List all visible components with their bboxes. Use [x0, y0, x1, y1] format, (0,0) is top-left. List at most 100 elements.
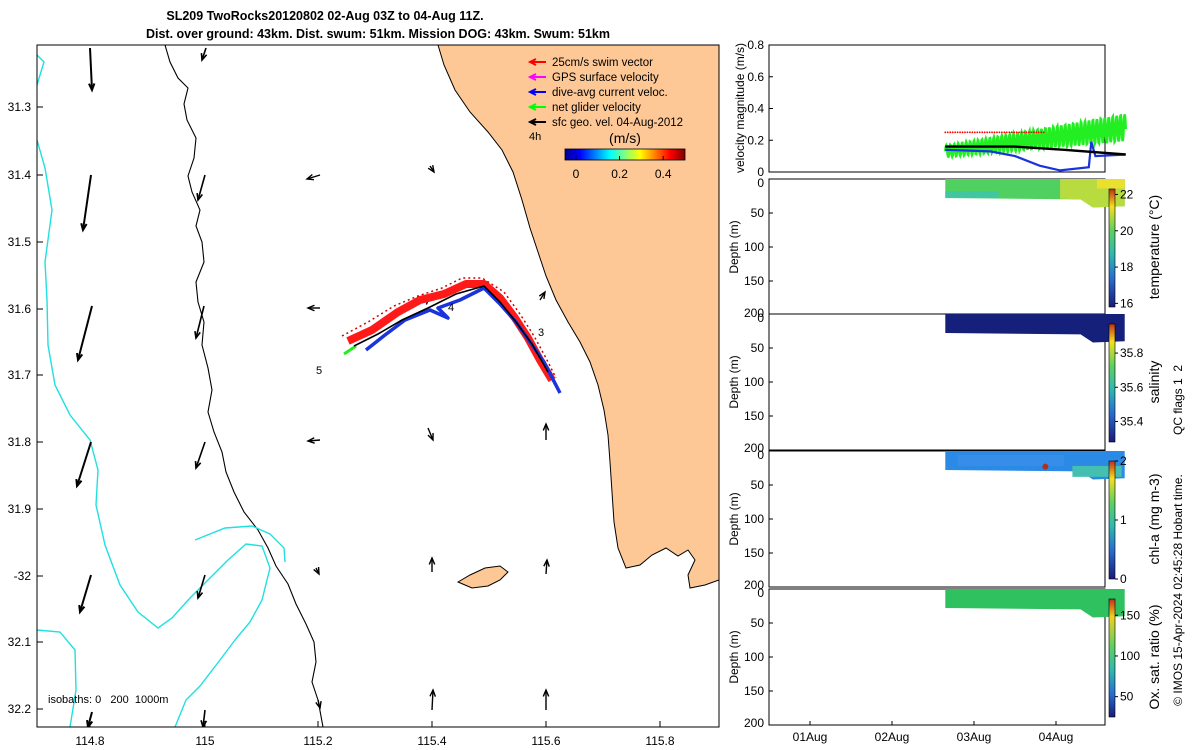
gps-point — [1015, 131, 1018, 134]
depth-tick-label: 150 — [744, 684, 764, 698]
geo-velocity-arrow — [194, 441, 206, 470]
cb-tick-label: 0 — [1120, 572, 1127, 586]
lon-tick-label: 115.4 — [417, 734, 446, 748]
depth-tick-label: 50 — [751, 478, 765, 492]
chl-max-point — [1042, 463, 1049, 470]
gps-point — [988, 131, 991, 134]
lat-tick-label: 31.7 — [8, 368, 32, 382]
gps-point — [991, 131, 993, 134]
cb-tick-label: 2 — [1120, 454, 1127, 468]
geo-velocity-arrow — [200, 47, 208, 62]
gps-point — [976, 131, 979, 134]
lat-tick-label: 31.9 — [8, 502, 32, 516]
lon-tick-label: 115.8 — [645, 734, 674, 748]
depth-tick-label: 200 — [744, 578, 764, 592]
gps-point — [1020, 131, 1023, 134]
glider-track — [341, 277, 562, 394]
warm-surface-layer — [1097, 179, 1125, 189]
gps-point — [959, 131, 961, 134]
isobath-200m — [164, 45, 324, 727]
map-longitude-ticks: 114.8 115 115.2 115.4 115.6 115.8 — [75, 721, 675, 748]
lat-tick-label: 31.6 — [8, 302, 32, 316]
depth-tick-label: 0 — [757, 586, 764, 600]
gps-point — [944, 131, 947, 134]
figure-title-line2: Dist. over ground: 43km. Dist. swum: 51k… — [146, 27, 610, 41]
depth-tick-label: 0 — [757, 311, 764, 325]
geo-velocity-arrow — [543, 558, 550, 575]
depth-tick-label: 100 — [744, 650, 764, 664]
lat-tick-label: 32.2 — [8, 702, 32, 716]
geo-velocity-arrow — [306, 437, 321, 444]
colorbar-label: Ox. sat. ratio (%) — [1146, 604, 1162, 709]
depth-tick-label: 150 — [744, 409, 764, 423]
colorbar-title: (m/s) — [609, 130, 641, 146]
geo-velocity-arrow — [78, 574, 92, 615]
section-data-oxygen — [945, 589, 1125, 618]
geo-velocity-arrow — [194, 305, 205, 340]
gps-point — [1010, 131, 1013, 134]
legend-label: net glider velocity — [552, 102, 641, 114]
figure-title-line1: SL209 TwoRocks20120802 02-Aug 03Z to 04-… — [166, 9, 483, 23]
legend-label: GPS surface velocity — [552, 72, 659, 84]
map-legend: 25cm/s swim vector GPS surface velocity di… — [527, 57, 683, 129]
lat-tick-label: 31.5 — [8, 235, 32, 249]
gps-point — [1037, 131, 1040, 134]
lat-tick-label: 31.3 — [8, 100, 32, 114]
series-gps-surface-velocity — [944, 131, 1045, 134]
gps-point — [971, 131, 974, 134]
isobath-1000m-loop — [194, 525, 286, 563]
series-sfc-geo-velocity — [945, 145, 1126, 156]
depth-axis-label: Depth (m) — [727, 220, 741, 273]
geo-velocity-arrow — [75, 441, 92, 489]
day-label-4: 4 — [448, 302, 454, 314]
vel-ytick-label: 0.6 — [747, 70, 764, 84]
geo-velocity-arrow — [305, 173, 321, 181]
lon-tick-label: 115.2 — [303, 734, 332, 748]
gps-point — [946, 131, 949, 134]
gps-point — [993, 131, 996, 134]
time-tick-label: 04Aug — [1039, 730, 1074, 744]
gps-point — [1035, 131, 1038, 134]
section-data-salinity — [945, 314, 1125, 343]
section-colorbar — [1108, 188, 1116, 308]
geostrophic-vectors — [75, 47, 550, 727]
gps-point — [961, 131, 964, 134]
lat-tick-label: 31.8 — [8, 435, 32, 449]
geo-velocity-arrow — [86, 711, 94, 727]
depth-tick-label: 150 — [744, 274, 764, 288]
section-colorbar — [1108, 460, 1116, 580]
gps-point — [1025, 131, 1028, 134]
lat-tick-label: -32 — [14, 569, 32, 583]
cool-subsurface — [945, 191, 999, 199]
colorbar-label: salinity — [1146, 361, 1162, 404]
depth-tick-label: 50 — [751, 616, 765, 630]
time-tick-label: 03Aug — [957, 730, 992, 744]
island — [456, 565, 509, 589]
gps-point — [996, 131, 998, 134]
cb-tick-label: 1 — [1120, 513, 1127, 527]
gps-point — [1003, 131, 1006, 134]
colorbar-gradient — [564, 148, 686, 161]
cb-tick-label: 50 — [1120, 690, 1134, 704]
section-panel-temperature: 0 50 100 150 200 Depth (m) 16 18 20 22 temperature… — [727, 176, 1162, 320]
legend-label: sfc geo. vel. 04-Aug-2012 — [552, 117, 683, 129]
gps-point — [969, 131, 971, 134]
gps-point — [1040, 131, 1043, 134]
geo-velocity-arrow — [429, 688, 437, 711]
gps-point — [954, 131, 957, 134]
vel-ytick-label: 0.8 — [747, 38, 764, 52]
imos-credit: © IMOS 15-Apr-2024 02:45:28 Hobart time. — [1171, 474, 1185, 706]
geo-velocity-arrow — [427, 164, 435, 174]
gps-point — [949, 131, 952, 134]
geo-velocity-arrow — [427, 427, 434, 442]
gps-point — [1018, 131, 1020, 134]
depth-tick-label: 0 — [757, 176, 764, 190]
gps-point — [1042, 131, 1045, 134]
cb-tick-label: 16 — [1120, 296, 1134, 310]
lat-tick-label: 32.1 — [8, 635, 32, 649]
gps-point — [1032, 131, 1035, 134]
depth-tick-label: 50 — [751, 341, 765, 355]
day-label-5: 5 — [316, 365, 322, 377]
land-area — [437, 45, 719, 589]
